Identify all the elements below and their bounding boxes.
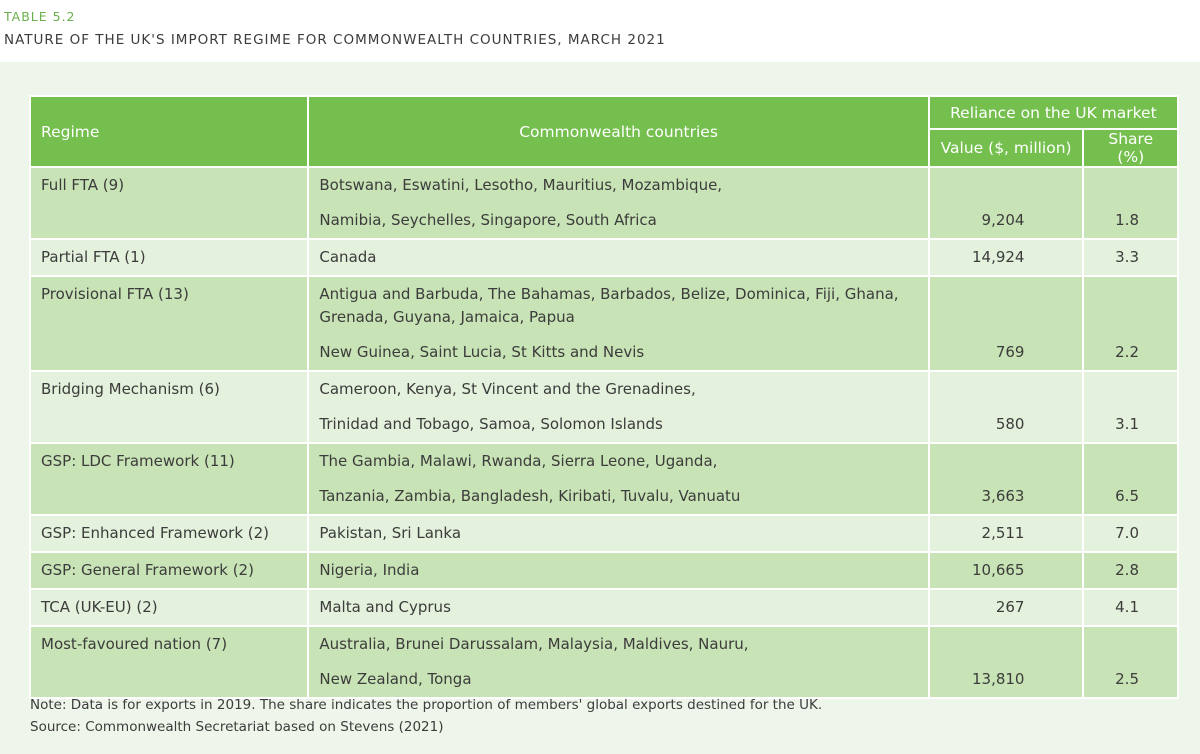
header-group: Reliance on the UK market [929, 97, 1177, 128]
countries-line: New Guinea, Saint Lucia, St Kitts and Ne… [319, 343, 645, 361]
regime-cell: Full FTA (9) [31, 168, 308, 238]
regime-cell: Provisional FTA (13) [31, 277, 308, 370]
regime-cell: Most-favoured nation (7) [31, 627, 308, 697]
note: Note: Data is for exports in 2019. The s… [30, 697, 823, 713]
share-cell: 3.3 [1084, 240, 1177, 275]
countries-line: Malta and Cyprus [319, 598, 451, 616]
regime-cell: GSP: LDC Framework (11) [31, 444, 308, 514]
countries-cell: Antigua and Barbuda, The Bahamas, Barbad… [309, 277, 928, 370]
value-cell: 9,204 [929, 168, 1083, 238]
regime-cell: Partial FTA (1) [31, 240, 308, 275]
table-row: Bridging Mechanism (6) Cameroon, Kenya, S… [31, 372, 1177, 442]
value-cell: 10,665 [929, 553, 1083, 588]
table-row: Most-favoured nation (7) Australia, Brune… [31, 627, 1177, 697]
regime-cell: GSP: General Framework (2) [31, 553, 308, 588]
value-cell: 580 [929, 372, 1083, 442]
table-row: GSP: General Framework (2) Nigeria, India… [31, 553, 1177, 588]
regime-cell: GSP: Enhanced Framework (2) [31, 516, 308, 551]
table-row: Full FTA (9) Botswana, Eswatini, Lesotho,… [31, 168, 1177, 238]
countries-cell: Botswana, Eswatini, Lesotho, Mauritius, … [309, 168, 928, 238]
notes: Note: Data is for exports in 2019. The s… [30, 694, 822, 738]
countries-cell: Nigeria, India [309, 553, 928, 588]
countries-cell: Malta and Cyprus [309, 590, 928, 625]
value-cell: 13,810 [929, 627, 1083, 697]
value-cell: 2,511 [929, 516, 1083, 551]
countries-line: The Gambia, Malawi, Rwanda, Sierra Leone… [319, 452, 718, 470]
countries-line: Cameroon, Kenya, St Vincent and the Gren… [319, 380, 696, 398]
table-label: TABLE 5.2 [4, 9, 76, 24]
countries-line: Nigeria, India [319, 561, 420, 579]
countries-line: Australia, Brunei Darussalam, Malaysia, … [319, 635, 749, 653]
value-cell: 267 [929, 590, 1083, 625]
regime-cell: Bridging Mechanism (6) [31, 372, 308, 442]
header-cell: Regime [31, 97, 308, 166]
countries-line: Namibia, Seychelles, Singapore, South Af… [319, 211, 657, 229]
table-row: Partial FTA (1) Canada 14,924 3.3 [31, 240, 1177, 275]
countries-line: Botswana, Eswatini, Lesotho, Mauritius, … [319, 176, 723, 194]
table-row: GSP: LDC Framework (11) The Gambia, Malaw… [31, 444, 1177, 514]
share-cell: 1.8 [1084, 168, 1177, 238]
countries-line: Pakistan, Sri Lanka [319, 524, 462, 542]
value-cell: 769 [929, 277, 1083, 370]
regime-cell: TCA (UK-EU) (2) [31, 590, 308, 625]
countries-line: Trinidad and Tobago, Samoa, Solomon Isla… [319, 415, 663, 433]
countries-cell: Canada [309, 240, 928, 275]
header-cell: Share (%) [1084, 130, 1177, 166]
share-cell: 3.1 [1084, 372, 1177, 442]
countries-line: Canada [319, 248, 377, 266]
countries-cell: Pakistan, Sri Lanka [309, 516, 928, 551]
countries-line: Tanzania, Zambia, Bangladesh, Kiribati, … [319, 487, 741, 505]
table-body: Full FTA (9) Botswana, Eswatini, Lesotho,… [31, 168, 1177, 697]
header-cell: Value ($, million) [929, 130, 1083, 166]
value-cell: 3,663 [929, 444, 1083, 514]
table-title: NATURE OF THE UK'S IMPORT REGIME FOR COM… [4, 32, 666, 48]
value-cell: 14,924 [929, 240, 1083, 275]
countries-cell: Australia, Brunei Darussalam, Malaysia, … [309, 627, 928, 697]
header-cell: Commonwealth countries [309, 97, 928, 166]
countries-line: Antigua and Barbuda, The Bahamas, Barbad… [319, 285, 899, 326]
countries-line: New Zealand, Tonga [319, 670, 472, 688]
share-cell: 4.1 [1084, 590, 1177, 625]
table: Regime Commonwealth countries Reliance o… [29, 95, 1179, 699]
share-cell: 2.8 [1084, 553, 1177, 588]
countries-cell: Cameroon, Kenya, St Vincent and the Gren… [309, 372, 928, 442]
source: Source: Commonwealth Secretariat based o… [30, 719, 444, 735]
table-row: TCA (UK-EU) (2) Malta and Cyprus 267 4.1 [31, 590, 1177, 625]
share-cell: 2.5 [1084, 627, 1177, 697]
share-cell: 6.5 [1084, 444, 1177, 514]
share-cell: 2.2 [1084, 277, 1177, 370]
table-row: Provisional FTA (13) Antigua and Barbuda,… [31, 277, 1177, 370]
table-row: GSP: Enhanced Framework (2) Pakistan, Sri… [31, 516, 1177, 551]
panel: Regime Commonwealth countries Reliance o… [0, 62, 1200, 754]
share-cell: 7.0 [1084, 516, 1177, 551]
countries-cell: The Gambia, Malawi, Rwanda, Sierra Leone… [309, 444, 928, 514]
